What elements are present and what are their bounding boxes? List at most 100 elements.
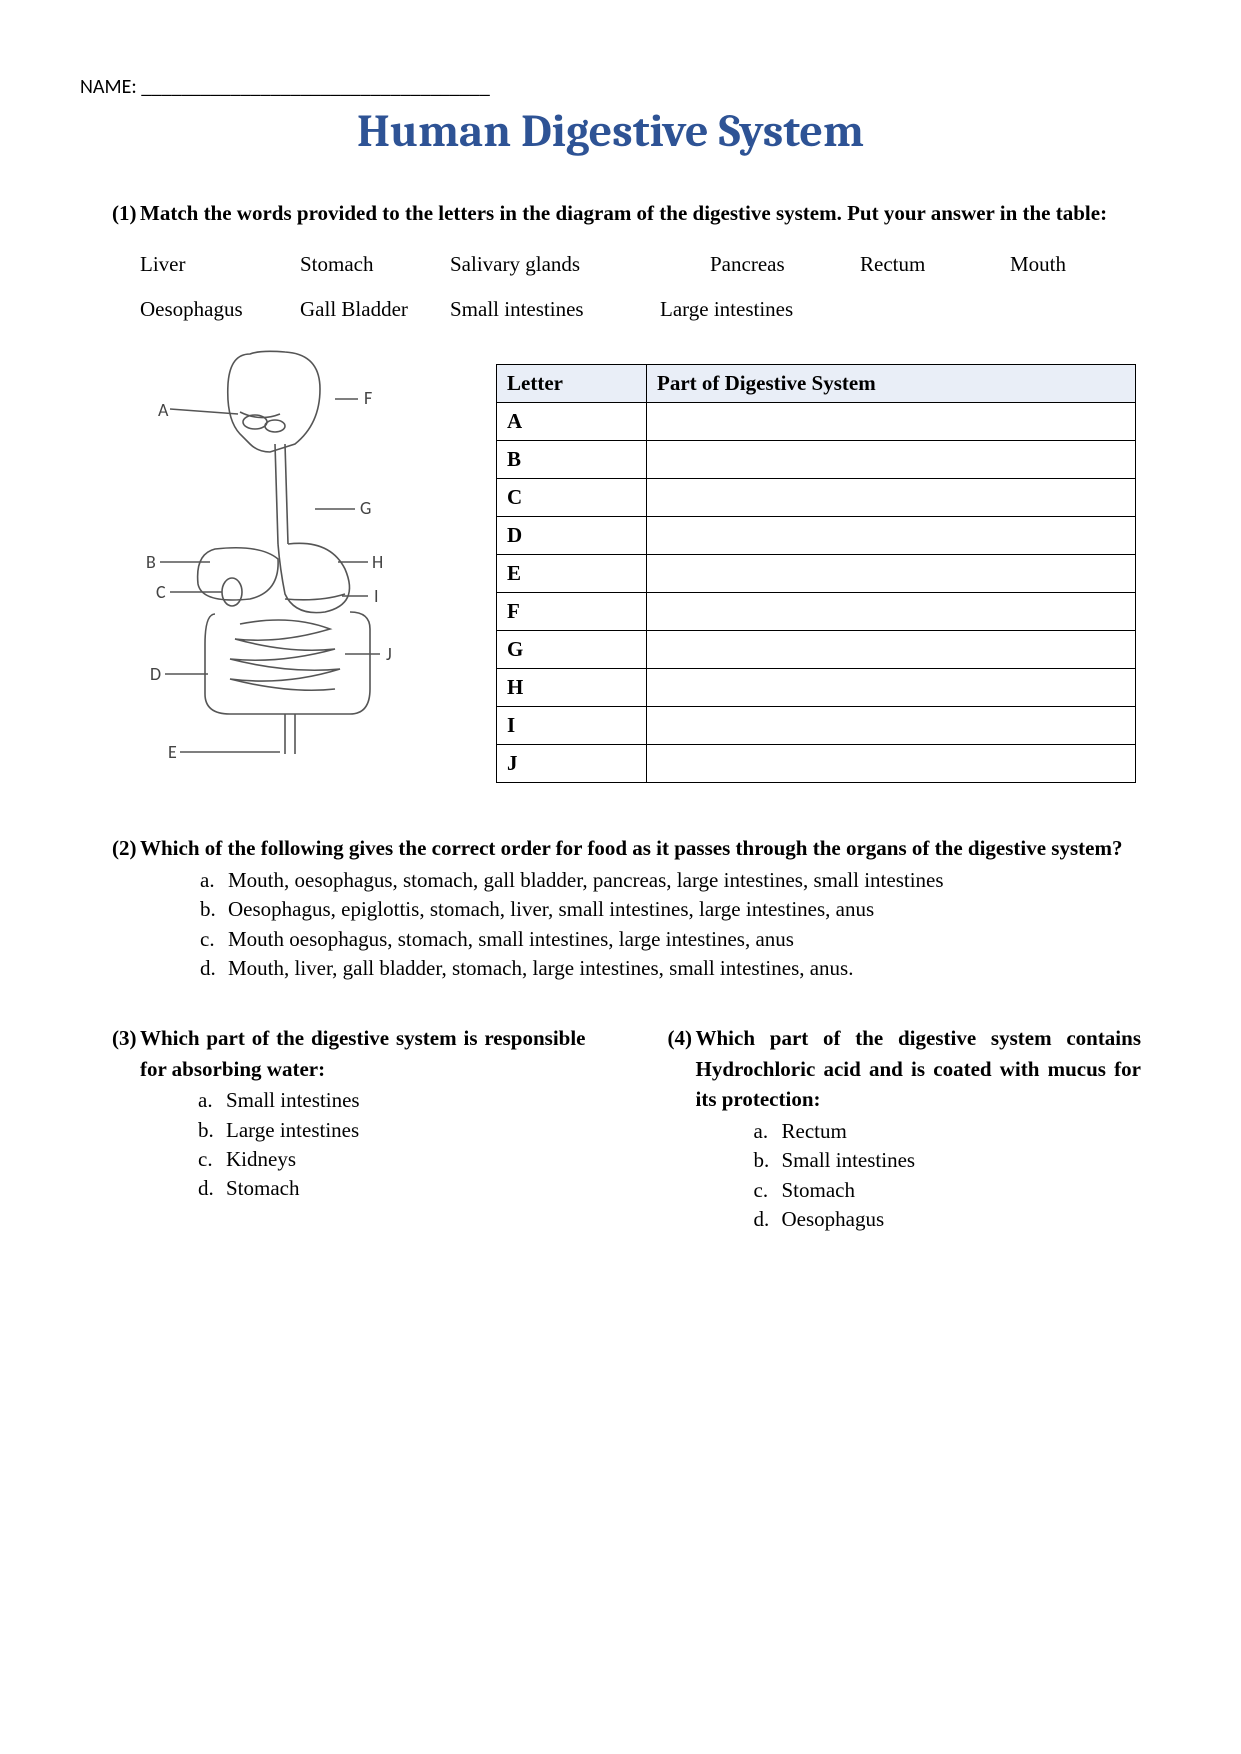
option-text: Stomach: [782, 1178, 856, 1202]
option[interactable]: b.Oesophagus, epiglottis, stomach, liver…: [200, 895, 1141, 924]
q4-text: Which part of the digestive system conta…: [696, 1026, 1142, 1111]
option-text: Kidneys: [226, 1147, 296, 1171]
table-row: C: [497, 479, 1136, 517]
question-1: (1)Match the words provided to the lette…: [80, 198, 1141, 783]
diagram-label: E: [168, 741, 177, 763]
table-row: E: [497, 555, 1136, 593]
word: Oesophagus: [140, 297, 300, 322]
diagram-label: D: [150, 663, 161, 685]
name-field[interactable]: NAME: __________________________________…: [80, 75, 1141, 99]
option-label: b.: [200, 895, 228, 924]
option[interactable]: a.Rectum: [754, 1117, 1142, 1146]
letter-cell: C: [497, 479, 647, 517]
answer-cell[interactable]: [647, 441, 1136, 479]
option-label: c.: [200, 925, 228, 954]
option[interactable]: a.Small intestines: [198, 1086, 586, 1115]
letter-cell: G: [497, 631, 647, 669]
diagram-label: B: [146, 551, 156, 573]
table-row: F: [497, 593, 1136, 631]
answer-cell[interactable]: [647, 745, 1136, 783]
two-column-questions: (3)Which part of the digestive system is…: [80, 1023, 1141, 1234]
letter-cell: J: [497, 745, 647, 783]
option-label: d.: [754, 1205, 782, 1234]
word: Salivary glands: [450, 252, 710, 277]
letter-cell: F: [497, 593, 647, 631]
q1-prompt: (1)Match the words provided to the lette…: [80, 198, 1141, 228]
option-text: Mouth, oesophagus, stomach, gall bladder…: [228, 868, 944, 892]
option[interactable]: c.Mouth oesophagus, stomach, small intes…: [200, 925, 1141, 954]
answer-cell[interactable]: [647, 593, 1136, 631]
diagram-label: A: [158, 399, 169, 421]
option-text: Small intestines: [226, 1088, 360, 1112]
digestive-svg-icon: A F G B H C I J D E: [120, 344, 450, 774]
option[interactable]: a.Mouth, oesophagus, stomach, gall bladd…: [200, 866, 1141, 895]
table-row: D: [497, 517, 1136, 555]
q2-prompt: (2)Which of the following gives the corr…: [80, 833, 1141, 863]
q3-text: Which part of the digestive system is re…: [140, 1026, 586, 1080]
table-header: Part of Digestive System: [647, 365, 1136, 403]
diagram-label: G: [360, 497, 371, 519]
q3-number: (3): [112, 1023, 140, 1053]
q4-number: (4): [668, 1023, 696, 1053]
letter-cell: B: [497, 441, 647, 479]
table-header: Letter: [497, 365, 647, 403]
option-label: a.: [198, 1086, 226, 1115]
table-row: B: [497, 441, 1136, 479]
diagram-and-table: A F G B H C I J D E Letter Part of Diges…: [80, 344, 1141, 783]
option-label: d.: [198, 1174, 226, 1203]
answer-cell[interactable]: [647, 517, 1136, 555]
q1-number: (1): [112, 198, 140, 228]
answer-cell[interactable]: [647, 555, 1136, 593]
answer-cell[interactable]: [647, 479, 1136, 517]
option-text: Large intestines: [226, 1118, 359, 1142]
table-header-row: Letter Part of Digestive System: [497, 365, 1136, 403]
table-row: J: [497, 745, 1136, 783]
letter-cell: E: [497, 555, 647, 593]
option[interactable]: d.Oesophagus: [754, 1205, 1142, 1234]
option-text: Small intestines: [782, 1148, 916, 1172]
diagram-label: I: [374, 585, 379, 607]
option-label: b.: [198, 1116, 226, 1145]
q2-options: a.Mouth, oesophagus, stomach, gall bladd…: [80, 866, 1141, 984]
q3-options: a.Small intestines b.Large intestines c.…: [80, 1086, 586, 1204]
table-row: H: [497, 669, 1136, 707]
table-row: I: [497, 707, 1136, 745]
answer-cell[interactable]: [647, 403, 1136, 441]
option[interactable]: c.Kidneys: [198, 1145, 586, 1174]
letter-cell: H: [497, 669, 647, 707]
q2-text: Which of the following gives the correct…: [140, 836, 1122, 860]
option-text: Stomach: [226, 1176, 300, 1200]
option[interactable]: b.Small intestines: [754, 1146, 1142, 1175]
letter-cell: D: [497, 517, 647, 555]
question-3: (3)Which part of the digestive system is…: [80, 1023, 586, 1234]
word-bank-row-1: Liver Stomach Salivary glands Pancreas R…: [140, 252, 1141, 277]
q4-options: a.Rectum b.Small intestines c.Stomach d.…: [636, 1117, 1142, 1235]
word: Small intestines: [450, 297, 660, 322]
option[interactable]: d.Mouth, liver, gall bladder, stomach, l…: [200, 954, 1141, 983]
diagram-label: F: [364, 387, 372, 409]
table-row: G: [497, 631, 1136, 669]
word: Rectum: [860, 252, 1010, 277]
word: Stomach: [300, 252, 450, 277]
option-text: Oesophagus, epiglottis, stomach, liver, …: [228, 897, 874, 921]
option-label: b.: [754, 1146, 782, 1175]
option-label: d.: [200, 954, 228, 983]
word: Pancreas: [710, 252, 860, 277]
answer-cell[interactable]: [647, 669, 1136, 707]
word-bank-row-2: Oesophagus Gall Bladder Small intestines…: [140, 297, 1141, 322]
option[interactable]: b.Large intestines: [198, 1116, 586, 1145]
table-row: A: [497, 403, 1136, 441]
option-text: Mouth, liver, gall bladder, stomach, lar…: [228, 956, 853, 980]
diagram-label: H: [372, 551, 383, 573]
q2-number: (2): [112, 833, 140, 863]
option-label: a.: [754, 1117, 782, 1146]
answer-cell[interactable]: [647, 707, 1136, 745]
answer-cell[interactable]: [647, 631, 1136, 669]
word: Mouth: [1010, 252, 1066, 277]
option-label: c.: [198, 1145, 226, 1174]
q3-prompt: (3)Which part of the digestive system is…: [80, 1023, 586, 1084]
question-2: (2)Which of the following gives the corr…: [80, 833, 1141, 983]
option[interactable]: c.Stomach: [754, 1176, 1142, 1205]
q4-prompt: (4)Which part of the digestive system co…: [636, 1023, 1142, 1114]
option[interactable]: d.Stomach: [198, 1174, 586, 1203]
